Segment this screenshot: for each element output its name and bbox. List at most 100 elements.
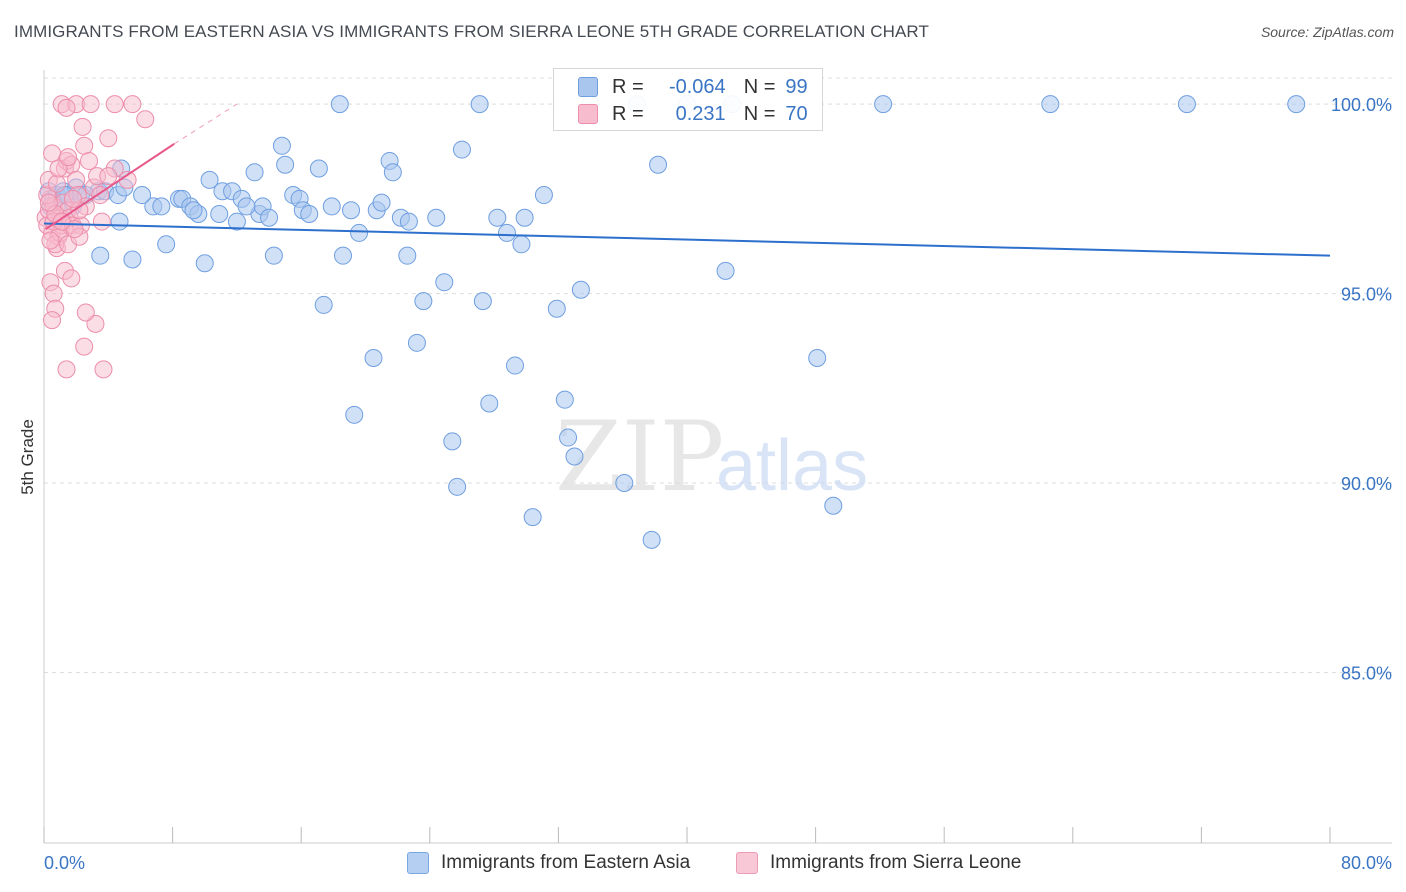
point-sierra-leone: [75, 136, 94, 155]
point-eastern-asia: [364, 348, 383, 367]
point-eastern-asia: [372, 193, 391, 212]
point-sierra-leone: [92, 212, 111, 231]
point-eastern-asia: [615, 474, 634, 493]
point-eastern-asia: [547, 299, 566, 318]
point-sierra-leone: [76, 303, 95, 322]
point-eastern-asia: [264, 246, 283, 265]
point-eastern-asia: [488, 208, 507, 227]
point-sierra-leone: [57, 360, 76, 379]
legend-n-label: N =: [743, 75, 776, 98]
series-legend-eastern-asia: Immigrants from Eastern Asia: [407, 852, 690, 874]
point-sierra-leone: [75, 337, 94, 356]
x-tick-label: 80.0%: [1341, 853, 1392, 873]
point-eastern-asia: [195, 254, 214, 273]
point-eastern-asia: [152, 197, 171, 216]
point-eastern-asia: [1177, 95, 1196, 114]
point-eastern-asia: [300, 204, 319, 223]
point-eastern-asia: [874, 95, 893, 114]
point-eastern-asia: [808, 348, 827, 367]
point-sierra-leone: [52, 212, 71, 231]
point-eastern-asia: [565, 447, 584, 466]
point-eastern-asia: [534, 186, 553, 205]
point-eastern-asia: [91, 246, 110, 265]
legend-swatch-pink: [578, 104, 598, 124]
point-eastern-asia: [407, 333, 426, 352]
point-eastern-asia: [452, 140, 471, 159]
point-sierra-leone: [62, 269, 81, 288]
point-eastern-asia: [133, 186, 152, 205]
point-eastern-asia: [399, 212, 418, 231]
point-sierra-leone: [73, 117, 92, 136]
trend-line-sierra-leone: [45, 143, 175, 230]
trend-line-eastern-asia: [43, 222, 1331, 257]
series-label-sierra-leone: Immigrants from Sierra Leone: [770, 852, 1022, 873]
point-eastern-asia: [470, 95, 489, 114]
point-eastern-asia: [497, 223, 516, 242]
point-eastern-asia: [110, 212, 129, 231]
legend-n-value: 99: [785, 75, 808, 98]
legend-row-sierra-leone: R = 0.231 N = 70: [578, 102, 808, 126]
legend-row-eastern-asia: R = -0.064 N = 99: [578, 75, 808, 99]
point-eastern-asia: [276, 155, 295, 174]
chart-title: IMMIGRANTS FROM EASTERN ASIA VS IMMIGRAN…: [14, 22, 929, 41]
point-eastern-asia: [350, 223, 369, 242]
point-sierra-leone: [94, 360, 113, 379]
point-eastern-asia: [1287, 95, 1306, 114]
point-sierra-leone: [59, 148, 78, 167]
series-swatch-blue: [407, 852, 429, 874]
legend-r-label: R =: [612, 75, 644, 98]
y-tick-label: 90.0%: [1341, 474, 1392, 494]
legend-swatch-blue: [578, 77, 598, 97]
point-eastern-asia: [414, 292, 433, 311]
point-eastern-asia: [342, 201, 361, 220]
point-eastern-asia: [716, 261, 735, 280]
point-eastern-asia: [1041, 95, 1060, 114]
point-sierra-leone: [44, 284, 63, 303]
legend-r-value: -0.064: [668, 75, 726, 98]
legend-r-value: 0.231: [675, 102, 726, 125]
point-eastern-asia: [571, 280, 590, 299]
point-eastern-asia: [123, 250, 142, 269]
point-eastern-asia: [245, 163, 264, 182]
point-eastern-asia: [157, 235, 176, 254]
watermark-atlas: atlas: [716, 426, 868, 506]
point-eastern-asia: [322, 197, 341, 216]
correlation-legend: R = -0.064 N = 99 R = 0.231 N = 70: [553, 68, 823, 131]
point-eastern-asia: [824, 496, 843, 515]
point-eastern-asia: [330, 95, 349, 114]
point-sierra-leone: [43, 311, 62, 330]
point-eastern-asia: [427, 208, 446, 227]
point-sierra-leone: [80, 151, 99, 170]
legend-n-value: 70: [785, 102, 808, 125]
point-eastern-asia: [272, 136, 291, 155]
y-tick-label: 100.0%: [1331, 95, 1392, 115]
point-eastern-asia: [237, 197, 256, 216]
point-eastern-asia: [473, 292, 492, 311]
point-eastern-asia: [523, 508, 542, 527]
point-sierra-leone: [39, 193, 58, 212]
series-label-eastern-asia: Immigrants from Eastern Asia: [441, 852, 691, 873]
point-sierra-leone: [47, 174, 66, 193]
series-legend: Immigrants from Eastern Asia Immigrants …: [0, 852, 1406, 878]
trend-extension-sierra-leone: [173, 103, 238, 145]
point-eastern-asia: [515, 208, 534, 227]
point-eastern-asia: [435, 273, 454, 292]
y-tick-label: 85.0%: [1341, 663, 1392, 683]
point-eastern-asia: [443, 432, 462, 451]
point-sierra-leone: [67, 170, 86, 189]
point-eastern-asia: [649, 155, 668, 174]
point-eastern-asia: [448, 477, 467, 496]
point-sierra-leone: [99, 129, 118, 148]
series-swatch-pink: [736, 852, 758, 874]
point-sierra-leone: [99, 167, 118, 186]
point-eastern-asia: [333, 246, 352, 265]
y-tick-label: 95.0%: [1341, 285, 1392, 305]
point-eastern-asia: [314, 295, 333, 314]
point-eastern-asia: [210, 204, 229, 223]
point-eastern-asia: [398, 246, 417, 265]
point-eastern-asia: [184, 201, 203, 220]
point-sierra-leone: [41, 231, 60, 250]
point-sierra-leone: [81, 95, 100, 114]
point-sierra-leone: [63, 189, 82, 208]
point-eastern-asia: [480, 394, 499, 413]
